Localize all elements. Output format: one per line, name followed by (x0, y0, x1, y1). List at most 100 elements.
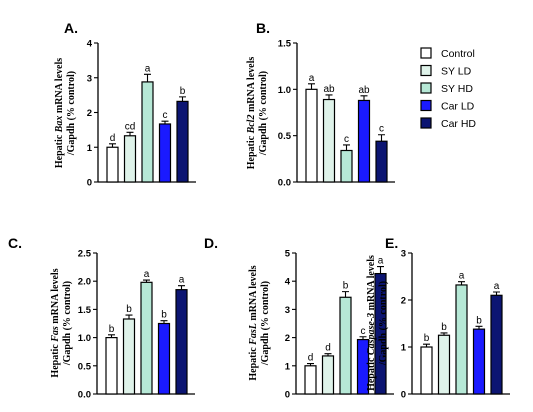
y-axis-label: Hepatic Bax mRNA levels/Gapdh (% control… (54, 58, 77, 168)
bar (375, 140, 388, 183)
y-tick-label: 0 (401, 390, 406, 401)
bar (175, 289, 188, 395)
legend-item: Control (420, 47, 475, 60)
error-bar (475, 325, 483, 330)
legend-label: Control (441, 48, 475, 60)
significance-letter: d (325, 343, 331, 354)
legend-item: SY LD (420, 64, 472, 78)
chart-panel: A. Hepatic Bax mRNA levels/Gapdh (% contr… (54, 20, 196, 189)
significance-letter: b (424, 333, 430, 344)
bar (305, 88, 318, 183)
error-bar (161, 120, 169, 124)
legend-swatch (420, 117, 432, 129)
error-bar (143, 279, 150, 283)
y-tick-label: 1.0 (78, 333, 91, 344)
error-bar (108, 334, 115, 338)
y-tick-label: 0.5 (278, 131, 292, 142)
bar (472, 328, 486, 395)
y-tick-label: 2 (401, 296, 406, 307)
y-tick-label: 3 (285, 305, 290, 316)
chart-panel: B. Hepatic Bcl2 mRNA levels/Gapdh (% cont… (246, 20, 395, 189)
panel-letter: A. (64, 20, 78, 36)
significance-letter: a (144, 269, 150, 280)
bar (321, 355, 335, 395)
significance-letter: b (476, 315, 482, 326)
error-bar (126, 131, 134, 136)
bar (122, 318, 136, 395)
panel-letter: D. (204, 235, 218, 251)
bar (322, 98, 336, 183)
significance-letter: c (163, 110, 168, 121)
error-bar (359, 336, 367, 340)
y-tick-label: 0 (87, 178, 92, 189)
bar (437, 334, 451, 395)
significance-letter: a (459, 271, 465, 282)
y-tick-label: 0 (285, 390, 290, 401)
significance-letter: b (441, 322, 447, 333)
bar (158, 123, 172, 183)
significance-letter: b (126, 304, 132, 315)
significance-letter: a (494, 281, 500, 292)
error-bar (343, 144, 350, 151)
y-tick-label: 0.0 (78, 390, 91, 401)
error-bar (360, 95, 368, 101)
bar (106, 146, 119, 183)
legend-label: Car HD (441, 118, 476, 130)
bar (420, 346, 433, 395)
y-tick-label: 5 (285, 249, 291, 260)
panels-layer: A. Hepatic Bax mRNA levels/Gapdh (% contr… (8, 20, 510, 401)
bar (339, 296, 352, 395)
legend-item: Car HD (420, 117, 476, 130)
bar (140, 281, 153, 395)
bar (176, 100, 189, 183)
bar (455, 284, 468, 395)
error-bar (178, 285, 185, 290)
bar (304, 365, 317, 395)
y-tick-label: 3 (87, 73, 92, 84)
bar (105, 337, 118, 395)
legend-swatch (420, 47, 432, 59)
error-bar (342, 291, 349, 298)
error-bar (160, 320, 168, 324)
error-bar (179, 96, 186, 102)
significance-letter: b (161, 310, 167, 321)
significance-letter: b (109, 324, 115, 335)
y-tick-label: 4 (285, 277, 291, 288)
significance-letter: b (180, 86, 186, 97)
significance-letter: a (179, 275, 185, 286)
y-axis-label: Hepatic Fas mRNA levels/Gapdh (% control… (50, 268, 73, 377)
legend: Control SY LD SY HD Car LD Car HD (420, 47, 476, 130)
bar (123, 135, 137, 183)
error-bar (423, 343, 430, 347)
error-bar (493, 291, 500, 296)
bar (490, 294, 503, 395)
panel-letter: E. (385, 235, 398, 251)
bar (141, 81, 154, 183)
significance-letter: a (145, 63, 151, 74)
significance-letter: a (309, 73, 315, 84)
y-tick-label: 2.0 (78, 277, 91, 288)
chart-panel: D. Hepatic FasL mRNA levels/Gapdh (% cont… (204, 235, 394, 401)
y-tick-label: 0.0 (278, 178, 291, 189)
legend-label: SY LD (441, 66, 472, 78)
y-tick-label: 0.5 (78, 361, 92, 372)
significance-letter: a (378, 256, 384, 267)
significance-letter: c (344, 134, 349, 145)
bar (357, 99, 371, 183)
y-tick-label: 1 (285, 361, 291, 372)
significance-letter: ab (323, 84, 335, 95)
y-tick-label: 2 (87, 108, 92, 119)
y-axis-label: Hepatic FasL mRNA levels/Gapdh (% contro… (248, 265, 271, 380)
chart-panel: E. Hepatic Caspase-3 mRNA levels/Gapdh (%… (366, 235, 510, 401)
error-bar (440, 332, 448, 336)
panel-letter: C. (8, 235, 22, 251)
panel-letter: B. (256, 20, 270, 36)
legend-label: SY HD (441, 83, 473, 95)
legend-swatch (420, 99, 432, 112)
error-bar (125, 314, 133, 319)
y-axis-label: Hepatic Bcl2 mRNA levels/Gapdh (% contro… (246, 57, 269, 170)
significance-letter: c (379, 124, 384, 135)
significance-letter: b (343, 281, 349, 292)
legend-swatch (420, 64, 432, 77)
